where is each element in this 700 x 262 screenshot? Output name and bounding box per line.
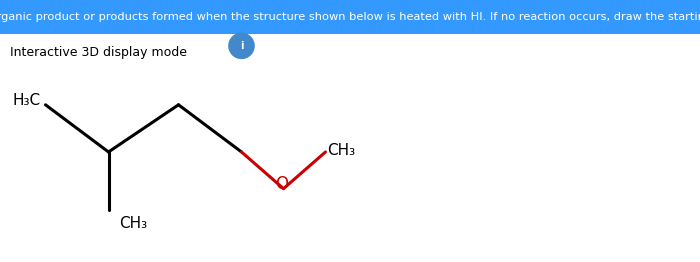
Text: Interactive 3D display mode: Interactive 3D display mode [10, 46, 188, 59]
Ellipse shape [229, 33, 254, 58]
Text: H₃C: H₃C [13, 93, 41, 108]
Text: O: O [276, 174, 288, 193]
Text: Draw the organic product or products formed when the structure shown below is he: Draw the organic product or products for… [0, 12, 700, 22]
Bar [0, 0, 700, 34]
Text: CH₃: CH₃ [119, 216, 147, 231]
Text: i: i [239, 41, 244, 51]
Text: CH₃: CH₃ [328, 143, 356, 158]
